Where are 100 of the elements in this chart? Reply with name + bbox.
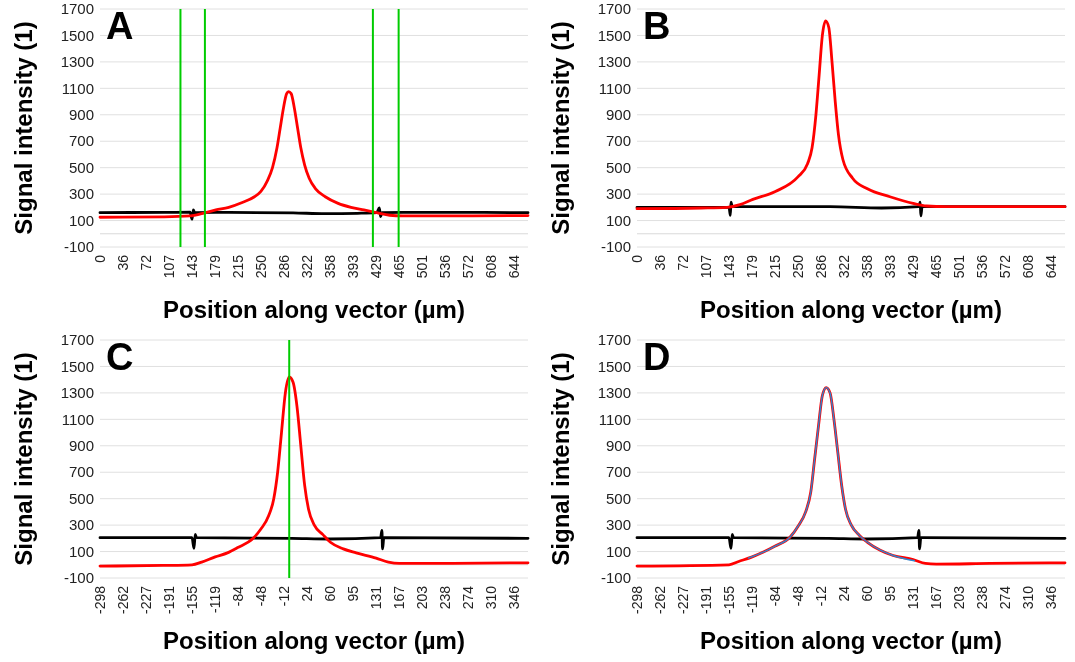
y-tick-label: 1300 [597, 53, 631, 71]
x-tick-label: -48 [252, 585, 269, 607]
x-tick-label: 36 [115, 254, 132, 271]
x-tick-label: 310 [483, 585, 500, 610]
y-tick-label: 100 [68, 211, 94, 229]
y-tick-label: 500 [68, 489, 94, 507]
x-tick-label: 72 [675, 254, 692, 271]
x-tick-label: 250 [252, 254, 269, 279]
y-tick-label: 500 [68, 158, 94, 176]
x-tick-label: 572 [997, 254, 1014, 279]
x-tick-label: 429 [368, 254, 385, 279]
x-tick-label: 286 [275, 254, 292, 279]
y-tick-label: 100 [605, 211, 631, 229]
y-tick-label: 700 [68, 132, 94, 150]
y-tick-label: 500 [605, 489, 631, 507]
x-tick-label: 0 [628, 254, 645, 263]
y-tick-label: 700 [605, 463, 631, 481]
y-axis-title: Signal intensity (1) [10, 21, 37, 235]
x-tick-label: 346 [506, 585, 523, 610]
y-tick-label: -100 [63, 238, 94, 256]
x-tick-label: 238 [973, 585, 990, 610]
x-tick-label: 274 [460, 585, 477, 610]
x-tick-label: 501 [414, 254, 431, 279]
chart-title: B [643, 5, 671, 47]
x-tick-label: 60 [322, 585, 339, 602]
x-tick-label: -84 [229, 585, 246, 607]
y-tick-label: 1100 [598, 410, 631, 428]
y-tick-label: 100 [68, 542, 94, 560]
y-tick-label: 1100 [598, 79, 631, 97]
y-tick-label: 1700 [597, 331, 631, 349]
y-axis-title: Signal intensity (1) [10, 352, 37, 566]
chart-title: C [106, 336, 134, 378]
y-tick-label: 700 [68, 463, 94, 481]
x-tick-label: 572 [460, 254, 477, 279]
x-axis-title: Position along vector (µm) [163, 296, 465, 323]
y-tick-label: 500 [605, 158, 631, 176]
y-tick-label: 1300 [597, 384, 631, 402]
x-tick-label: -191 [697, 585, 714, 615]
x-tick-label: 238 [436, 585, 453, 610]
y-tick-label: 300 [605, 185, 631, 203]
y-tick-label: 1500 [597, 357, 631, 375]
y-tick-label: 1100 [61, 410, 94, 428]
x-tick-label: -227 [137, 585, 154, 615]
x-tick-label: 72 [138, 254, 155, 271]
x-tick-label: 95 [881, 585, 898, 602]
chart-title: D [643, 336, 671, 378]
x-axis-title: Position along vector (µm) [700, 627, 1002, 654]
x-tick-label: 24 [299, 585, 316, 602]
x-tick-label: -298 [91, 585, 108, 615]
y-tick-label: 900 [605, 437, 631, 455]
y-tick-label: 1700 [597, 0, 631, 18]
x-tick-label: 536 [973, 254, 990, 279]
x-tick-label: 143 [720, 254, 737, 279]
y-tick-label: 300 [605, 516, 631, 534]
y-tick-label: -100 [600, 238, 631, 256]
x-tick-label: 215 [230, 254, 247, 279]
y-axis-title: Signal intensity (1) [547, 352, 574, 566]
x-tick-label: -191 [160, 585, 177, 615]
x-tick-label: 131 [905, 585, 922, 610]
x-tick-label: 215 [767, 254, 784, 279]
x-tick-label: 429 [905, 254, 922, 279]
y-tick-label: 900 [605, 106, 631, 124]
x-tick-label: 608 [1020, 254, 1037, 279]
x-tick-label: 95 [344, 585, 361, 602]
x-tick-label: -155 [720, 585, 737, 615]
x-tick-label: -12 [275, 585, 292, 607]
y-tick-label: 1700 [60, 0, 94, 18]
y-tick-label: 900 [68, 106, 94, 124]
x-tick-label: -262 [115, 585, 132, 615]
x-tick-label: 24 [836, 585, 853, 602]
x-tick-label: 536 [436, 254, 453, 279]
x-tick-label: 274 [997, 585, 1014, 610]
y-tick-label: 300 [68, 516, 94, 534]
x-tick-label: -84 [766, 585, 783, 607]
x-tick-label: 131 [368, 585, 385, 610]
y-tick-label: 1300 [60, 384, 94, 402]
x-tick-label: -155 [183, 585, 200, 615]
x-tick-label: 358 [859, 254, 876, 279]
x-tick-label: 167 [391, 585, 408, 610]
x-tick-label: 179 [207, 254, 224, 279]
y-tick-label: 1500 [597, 26, 631, 44]
x-tick-label: 644 [506, 254, 523, 279]
x-tick-label: -119 [744, 585, 761, 613]
x-tick-label: 250 [789, 254, 806, 279]
y-tick-label: 700 [605, 132, 631, 150]
y-tick-label: -100 [63, 569, 94, 587]
chart-title: A [106, 5, 134, 47]
x-tick-label: 179 [744, 254, 761, 279]
x-tick-label: -227 [674, 585, 691, 615]
y-tick-label: 1500 [60, 26, 94, 44]
x-axis-title: Position along vector (µm) [700, 296, 1002, 323]
y-tick-label: 100 [605, 542, 631, 560]
x-tick-label: -298 [628, 585, 645, 615]
x-tick-label: 167 [928, 585, 945, 610]
x-tick-label: 322 [299, 254, 316, 279]
x-tick-label: 107 [160, 254, 177, 279]
y-tick-label: 1100 [61, 79, 94, 97]
x-tick-label: 60 [859, 585, 876, 602]
x-tick-label: 143 [183, 254, 200, 279]
x-tick-label: -48 [789, 585, 806, 607]
